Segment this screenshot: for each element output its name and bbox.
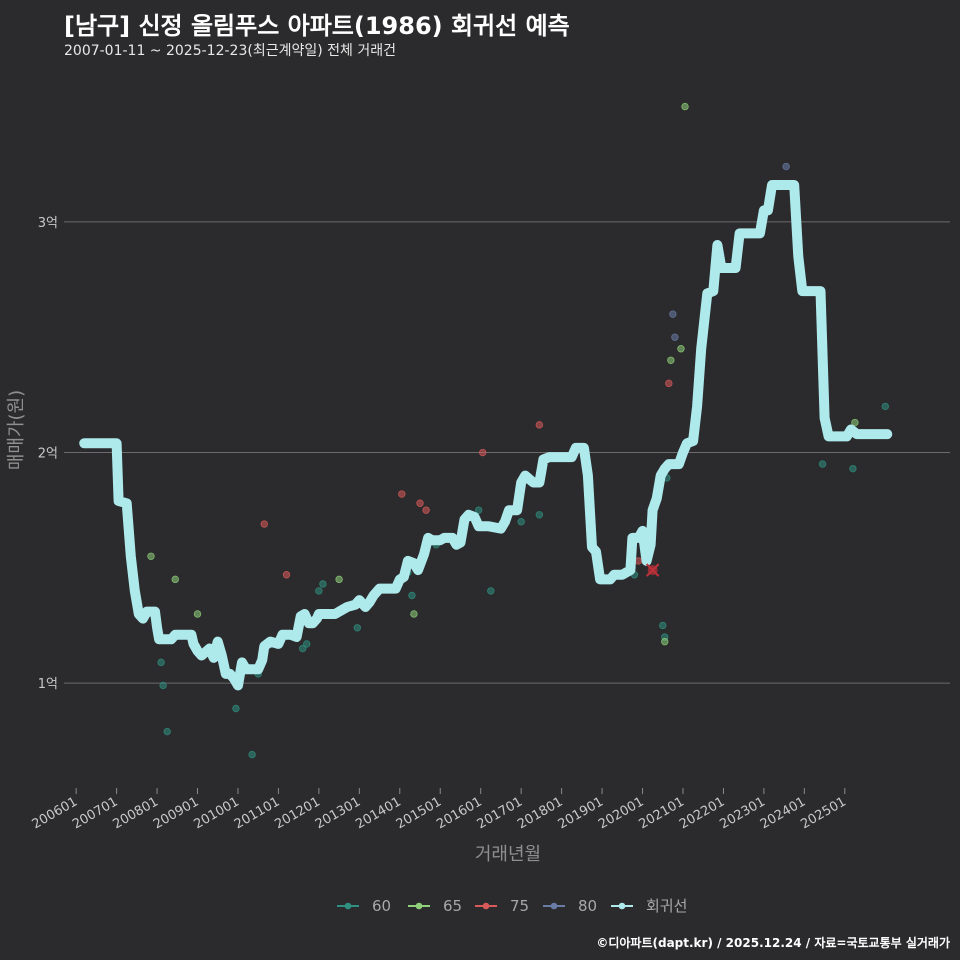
x-tick-label: 201301 [313,794,363,832]
y-tick-label: 1억 [38,677,58,692]
legend-label: 75 [510,897,529,915]
legend-swatch-dot [415,902,423,910]
scatter-point-60 [159,681,167,690]
x-tick-label: 202101 [636,794,686,832]
chart-subtitle: 2007-01-11 ~ 2025-12-23(최근계약일) 전체 거래건 [64,43,396,59]
scatter-point-75 [634,557,643,565]
scatter-point-60 [157,658,165,667]
x-tick-label: 202301 [717,794,767,832]
scatter-point-60 [474,506,483,514]
legend-label: 회귀선 [646,897,687,915]
regression-line [79,180,893,691]
legend-item-80: 80 [543,897,597,915]
scatter-point-65 [681,102,689,111]
legend: 60 65 75 80 회귀선 [337,897,687,915]
grid-lines [64,221,950,684]
x-tick-label: 200801 [111,794,161,832]
x-tick-label: 202001 [596,794,646,832]
x-tick-label: 201201 [272,794,322,832]
scatter-point-60 [315,587,323,595]
scatter-point-60 [517,518,525,526]
legend-label: 60 [372,897,391,915]
scatter-point-75 [398,490,406,498]
scatter-point-75 [282,571,291,579]
x-tick-label: 201801 [515,794,565,832]
x-tick-label: 201901 [556,794,606,832]
legend-item-60: 60 [337,897,391,915]
scatter-point-60 [818,460,827,468]
x-tick-label: 200701 [70,794,120,832]
scatter-point-60 [535,511,544,519]
scatter-point-60 [298,644,307,653]
legend-label: 65 [443,897,462,915]
x-tick-label: 201101 [232,794,282,832]
legend-label: 80 [578,897,597,915]
x-tick-label: 201701 [475,794,525,832]
scatter-point-60 [319,580,327,588]
axis-labels: 1억 2억 3억 2006012007012008012009012010012011… [30,216,849,832]
scatter-point-65 [677,345,685,353]
chart-title: [남구] 신정 올림푸스 아파트(1986) 회귀선 예측 [64,12,570,40]
x-tick-label: 201501 [394,794,444,832]
legend-item-65: 65 [408,897,462,915]
y-tick-label: 3억 [38,216,58,231]
scatter-point-65 [335,575,343,584]
scatter-point-75 [535,421,544,429]
scatter-point-60 [487,587,495,595]
legend-swatch-dot [482,902,490,910]
legend-item-75: 75 [475,897,529,915]
scatter-point-60 [163,727,171,736]
scatter-point-75 [422,506,430,514]
scatter-point-75 [665,379,673,388]
x-tick-label: 202501 [798,794,848,832]
legend-item-회귀선: 회귀선 [611,897,687,915]
legend-swatch-dot [618,902,626,910]
scatter-point-60 [659,621,667,630]
scatter-point-60 [881,402,889,411]
scatter-point-65 [410,610,418,618]
x-axis-title: 거래년월 [475,844,541,865]
x-tick-label: 200601 [30,794,80,832]
scatter-point-80 [671,333,679,341]
scatter-point-60 [248,750,256,759]
scatter-point-65 [171,575,179,584]
scatter-point-75 [416,499,424,507]
y-tick-label: 2억 [38,447,58,462]
scatter-point-75 [479,448,487,457]
scatter-point-65 [667,356,675,364]
scatter-point-60 [849,464,857,473]
highlight-marker [645,563,660,577]
regression-path [79,180,893,691]
legend-swatch-dot [550,902,558,910]
x-tick-label: 200901 [151,794,201,832]
scatter-point-75 [260,520,268,528]
highlight-cross [645,563,660,577]
scatter-point-65 [193,610,202,618]
scatter-point-60 [232,704,240,713]
chart-caption: ©디아파트(dapt.kr) / 2025.12.24 / 자료=국토교통부 실… [596,936,950,950]
y-axis-title: 매매가(원) [6,390,27,470]
scatter-point-65 [851,418,859,427]
scatter-point-60 [353,624,362,632]
scatter-point-80 [669,310,677,318]
scatter-point-60 [303,640,311,648]
scatter-points [147,102,889,759]
legend-swatch-dot [344,902,352,910]
x-tick-label: 201601 [434,794,484,832]
scatter-point-65 [661,637,669,646]
x-tick-label: 202401 [758,794,808,832]
scatter-point-60 [408,591,416,600]
scatter-point-65 [147,552,155,560]
x-tick-label: 201401 [353,794,403,832]
x-tick-label: 202201 [677,794,727,832]
x-tick-label: 201001 [191,794,241,832]
scatter-point-80 [782,162,790,171]
